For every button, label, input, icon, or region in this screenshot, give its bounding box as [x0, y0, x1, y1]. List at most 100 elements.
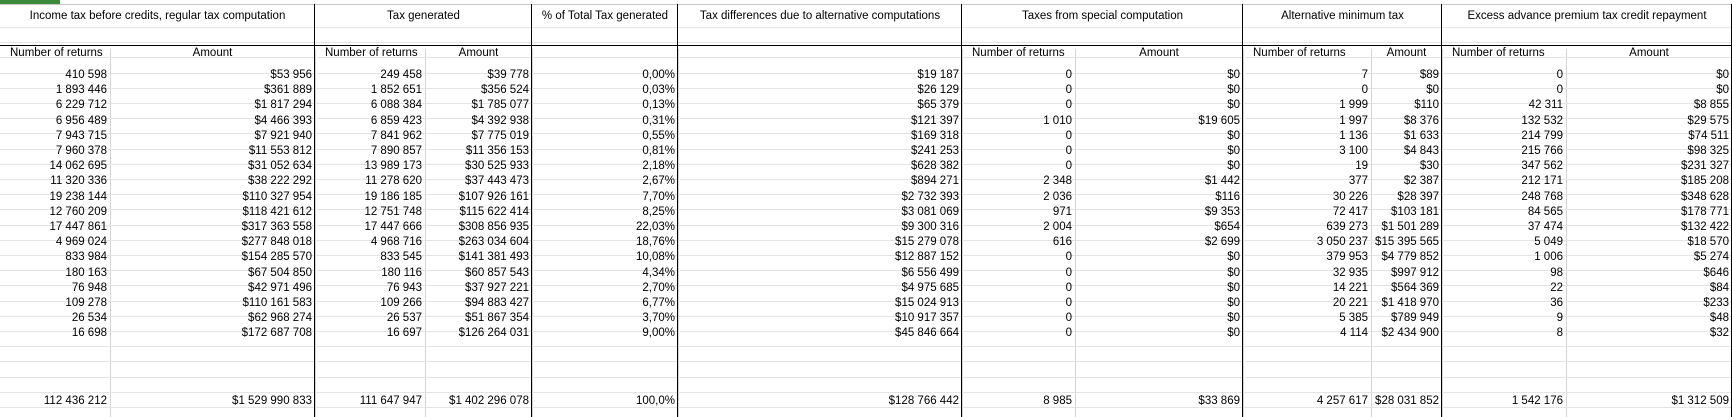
- total-amount[interactable]: $1 402 296 078: [449, 395, 529, 407]
- cell-returns[interactable]: 7 890 857: [370, 145, 422, 157]
- cell-amount[interactable]: $4 466 393: [254, 115, 312, 127]
- cell-amount[interactable]: $94 883 427: [465, 297, 529, 309]
- cell-differences[interactable]: $65 379: [917, 99, 959, 111]
- cell-returns[interactable]: 109 278: [65, 297, 107, 309]
- cell-returns[interactable]: 215 766: [1521, 145, 1563, 157]
- cell-amount[interactable]: $18 570: [1687, 236, 1729, 248]
- cell-returns[interactable]: 16 697: [386, 327, 422, 339]
- cell-returns[interactable]: 0: [1065, 69, 1072, 81]
- cell-amount[interactable]: $185 208: [1681, 175, 1729, 187]
- cell-returns[interactable]: 30 226: [1332, 191, 1368, 203]
- cell-returns[interactable]: 4 969 024: [55, 236, 107, 248]
- group-special-computation-header[interactable]: Taxes from special computation: [1021, 10, 1184, 22]
- total-amount[interactable]: $28 031 852: [1375, 395, 1439, 407]
- cell-returns[interactable]: 410 598: [65, 69, 107, 81]
- header-amount[interactable]: Amount: [1139, 47, 1179, 59]
- cell-returns[interactable]: 84 565: [1527, 206, 1563, 218]
- cell-amount[interactable]: $8 855: [1693, 99, 1729, 111]
- total-returns[interactable]: 111 647 947: [359, 395, 422, 407]
- cell-amount[interactable]: $361 889: [264, 84, 312, 96]
- cell-returns[interactable]: 20 221: [1332, 297, 1368, 309]
- cell-amount[interactable]: $37 927 221: [465, 282, 529, 294]
- cell-amount[interactable]: $0: [1716, 84, 1729, 96]
- cell-returns[interactable]: 4 114: [1340, 327, 1368, 339]
- cell-differences[interactable]: $26 129: [917, 84, 959, 96]
- cell-returns[interactable]: 0: [1556, 84, 1563, 96]
- cell-percent[interactable]: 8,25%: [642, 206, 675, 218]
- cell-returns[interactable]: 0: [1065, 327, 1072, 339]
- cell-amount[interactable]: $107 926 161: [458, 191, 529, 203]
- cell-returns[interactable]: 0: [1065, 297, 1072, 309]
- cell-amount[interactable]: $348 628: [1681, 191, 1729, 203]
- cell-differences[interactable]: $19 187: [917, 69, 959, 81]
- cell-returns[interactable]: 2 348: [1043, 175, 1072, 187]
- cell-returns[interactable]: 833 545: [380, 251, 422, 263]
- cell-returns[interactable]: 0: [1065, 145, 1072, 157]
- cell-amount[interactable]: $1 817 294: [254, 99, 312, 111]
- cell-amount[interactable]: $126 264 031: [458, 327, 529, 339]
- cell-amount[interactable]: $356 524: [481, 84, 529, 96]
- cell-amount[interactable]: $30: [1419, 160, 1439, 172]
- cell-returns[interactable]: 37 474: [1527, 221, 1563, 233]
- cell-differences[interactable]: $2 732 393: [901, 191, 959, 203]
- total-amount[interactable]: $33 869: [1198, 395, 1240, 407]
- group-amt-header[interactable]: Alternative minimum tax: [1281, 10, 1404, 22]
- cell-returns[interactable]: 6 229 712: [55, 99, 107, 111]
- cell-returns[interactable]: 214 799: [1521, 130, 1563, 142]
- cell-differences[interactable]: $12 887 152: [895, 251, 959, 263]
- cell-amount[interactable]: $2 699: [1204, 236, 1240, 248]
- cell-amount[interactable]: $7 921 940: [254, 130, 312, 142]
- cell-returns[interactable]: 6 088 384: [370, 99, 422, 111]
- cell-amount[interactable]: $4 392 938: [471, 115, 529, 127]
- cell-amount[interactable]: $29 575: [1687, 115, 1729, 127]
- header-amount[interactable]: Amount: [458, 47, 499, 59]
- total-differences[interactable]: $128 766 442: [888, 395, 959, 407]
- cell-returns[interactable]: 0: [1065, 312, 1072, 324]
- cell-differences[interactable]: $6 556 499: [901, 267, 959, 279]
- cell-percent[interactable]: 22,03%: [635, 221, 675, 233]
- header-returns[interactable]: Number of returns: [1253, 47, 1346, 59]
- cell-amount[interactable]: $38 222 292: [248, 175, 312, 187]
- cell-amount[interactable]: $233: [1703, 297, 1729, 309]
- cell-returns[interactable]: 1 999: [1339, 99, 1368, 111]
- cell-amount[interactable]: $317 363 558: [241, 221, 312, 233]
- cell-returns[interactable]: 19 186 185: [364, 191, 422, 203]
- cell-amount[interactable]: $53 956: [270, 69, 312, 81]
- cell-returns[interactable]: 7 841 962: [370, 130, 422, 142]
- cell-returns[interactable]: 971: [1052, 206, 1072, 218]
- cell-percent[interactable]: 9,00%: [642, 327, 675, 339]
- cell-returns[interactable]: 6 956 489: [55, 115, 107, 127]
- cell-returns[interactable]: 132 532: [1521, 115, 1563, 127]
- cell-returns[interactable]: 12 760 209: [49, 206, 107, 218]
- cell-returns[interactable]: 0: [1065, 282, 1072, 294]
- cell-returns[interactable]: 0: [1065, 84, 1072, 96]
- cell-differences[interactable]: $241 253: [911, 145, 959, 157]
- cell-returns[interactable]: 0: [1556, 69, 1563, 81]
- cell-returns[interactable]: 0: [1065, 267, 1072, 279]
- cell-returns[interactable]: 3 050 237: [1316, 236, 1368, 248]
- cell-percent[interactable]: 0,55%: [642, 130, 675, 142]
- cell-amount[interactable]: $31 052 634: [248, 160, 312, 172]
- cell-returns[interactable]: 76 943: [386, 282, 422, 294]
- group-tax-generated-header[interactable]: Tax generated: [387, 10, 460, 22]
- cell-differences[interactable]: $15 024 913: [895, 297, 959, 309]
- cell-returns[interactable]: 76 948: [71, 282, 107, 294]
- cell-amount[interactable]: $42 971 496: [248, 282, 312, 294]
- cell-differences[interactable]: $9 300 316: [901, 221, 959, 233]
- cell-percent[interactable]: 0,81%: [642, 145, 675, 157]
- cell-returns[interactable]: 5 049: [1534, 236, 1563, 248]
- group-percent-total-header[interactable]: % of Total Tax generated: [541, 10, 669, 22]
- group-excess-premium-header[interactable]: Excess advance premium tax credit repaym…: [1467, 10, 1707, 22]
- cell-percent[interactable]: 4,34%: [642, 267, 675, 279]
- cell-returns[interactable]: 12 751 748: [364, 206, 422, 218]
- cell-returns[interactable]: 0: [1065, 99, 1072, 111]
- total-percent[interactable]: 100,0%: [635, 395, 675, 407]
- cell-amount[interactable]: $62 968 274: [248, 312, 312, 324]
- cell-amount[interactable]: $48: [1709, 312, 1729, 324]
- cell-returns[interactable]: 0: [1065, 251, 1072, 263]
- cell-returns[interactable]: 26 537: [386, 312, 422, 324]
- cell-percent[interactable]: 6,77%: [642, 297, 675, 309]
- cell-amount[interactable]: $84: [1709, 282, 1729, 294]
- cell-amount[interactable]: $1 442: [1204, 175, 1240, 187]
- cell-returns[interactable]: 1 997: [1339, 115, 1368, 127]
